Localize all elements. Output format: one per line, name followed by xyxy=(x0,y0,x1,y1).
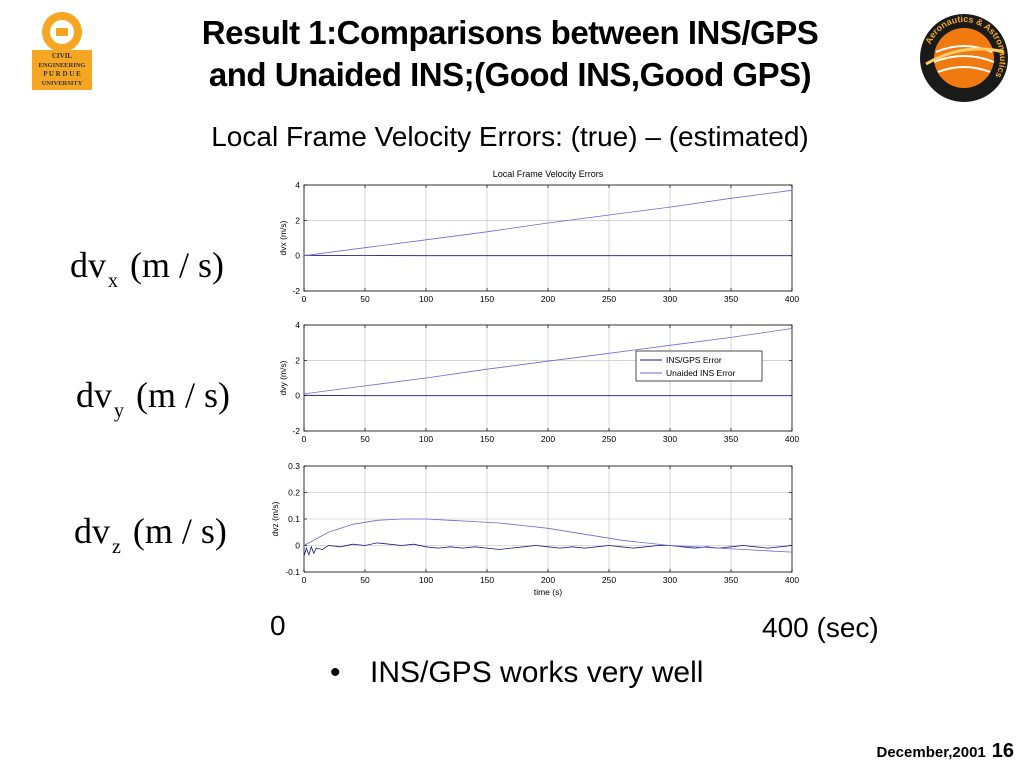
panel-3-ytick-label: 0.3 xyxy=(288,461,300,471)
panel-2-xtick-label: 350 xyxy=(724,434,738,444)
panel-3-xtick-label: 300 xyxy=(663,575,677,585)
panel-1-xtick-label: 150 xyxy=(480,294,494,304)
panel-2-legend-entry: INS/GPS Error xyxy=(666,355,722,365)
orbit-swoosh-icon xyxy=(925,47,1005,66)
panel-1-ytick-label: 0 xyxy=(295,251,300,261)
panel-2-ylabel: dvy (m/s) xyxy=(278,360,288,395)
panel-1-ytick-label: 2 xyxy=(295,215,300,225)
bullet-point: • INS/GPS works very well xyxy=(330,656,703,690)
panel-2-xtick-label: 250 xyxy=(602,434,616,444)
slide-title: Result 1:Comparisons between INS/GPS and… xyxy=(110,12,910,96)
panel-3-xtick-label: 100 xyxy=(419,575,433,585)
bullet-icon: • xyxy=(330,656,341,689)
panel-3-xtick-label: 50 xyxy=(360,575,370,585)
panel-1-xtick-label: 100 xyxy=(419,294,433,304)
footer: December,2001 16 xyxy=(877,740,1015,763)
panel-1-xtick-label: 350 xyxy=(724,294,738,304)
panel-2-ytick-label: 0 xyxy=(295,391,300,401)
panel-3-ytick-label: -0.1 xyxy=(285,567,300,577)
logo-text-civil: CIVIL xyxy=(52,52,73,60)
ylabel-dvz: dv z (m / s) xyxy=(74,510,264,559)
panel-3-ytick-label: 0 xyxy=(295,541,300,551)
ylabel-dvx-unit: (m / s) xyxy=(130,245,224,285)
ylabel-dvx: dv x (m / s) xyxy=(70,244,260,293)
panel-2-ytick-label: 4 xyxy=(295,320,300,330)
panel-2-ytick-label: 2 xyxy=(295,355,300,365)
panel-2-xtick-label: 400 xyxy=(785,434,799,444)
panel-3-xtick-label: 200 xyxy=(541,575,555,585)
globe-icon xyxy=(934,28,994,88)
panel-1-ylabel: dvx (m/s) xyxy=(278,220,288,255)
panel-1-xtick-label: 400 xyxy=(785,294,799,304)
logo-text-engineering: ENGINEERING xyxy=(39,62,86,69)
panel-3-xtick-label: 150 xyxy=(480,575,494,585)
slide-subtitle: Local Frame Velocity Errors: (true) – (e… xyxy=(211,121,809,152)
aeronautics-astronautics-logo: Aeronautics & Astronautics xyxy=(920,14,1008,102)
panel-1-xtick-label: 0 xyxy=(302,294,307,304)
panel-1-series-unaided-ins-error xyxy=(303,189,793,257)
ylabel-dvy: dv y (m / s) xyxy=(76,374,266,423)
panel-3-xtick-label: 0 xyxy=(302,575,307,585)
time-start-label: 0 xyxy=(270,610,286,641)
panel-3-series-unaided-ins-error xyxy=(303,518,793,553)
ylabel-dvz-base: dv xyxy=(74,511,110,551)
ylabel-dvy-sub: y xyxy=(114,400,124,422)
panel-2-ytick-label: -2 xyxy=(292,426,300,436)
title-line-1: Result 1:Comparisons between INS/GPS xyxy=(201,14,819,51)
title-line-2: and Unaided INS;(Good INS,Good GPS) xyxy=(208,56,812,93)
panel-2-xtick-label: 100 xyxy=(419,434,433,444)
page-number: 16 xyxy=(991,740,1014,762)
ylabel-dvy-unit: (m / s) xyxy=(136,375,230,415)
panel-2-xtick-label: 300 xyxy=(663,434,677,444)
panel-1-xtick-label: 200 xyxy=(541,294,555,304)
panel-3-xlabel: time (s) xyxy=(534,587,563,597)
panel-3-ytick-label: 0.2 xyxy=(288,488,300,498)
ylabel-dvz-unit: (m / s) xyxy=(132,511,227,551)
ylabel-dvx-sub: x xyxy=(108,270,118,292)
panel-2-legend-entry: Unaided INS Error xyxy=(666,368,736,378)
time-end-label: 400 (sec) xyxy=(762,612,879,643)
footer-date: December,2001 xyxy=(876,744,986,761)
panel-2-legend-box xyxy=(635,350,763,382)
panel-1-xtick-label: 50 xyxy=(360,294,370,304)
panel-1-title: Local Frame Velocity Errors xyxy=(493,169,604,179)
ylabel-dvz-sub: z xyxy=(112,536,121,558)
logo-banner xyxy=(32,50,92,90)
bullet-text: INS/GPS works very well xyxy=(370,656,704,689)
panel-2-xtick-label: 0 xyxy=(302,434,307,444)
civil-engineering-purdue-logo: CIVIL ENGINEERING P U R D U E UNIVERSITY xyxy=(32,12,92,90)
logo-text-university: UNIVERSITY xyxy=(42,80,83,87)
panel-1-ytick-label: 4 xyxy=(295,180,300,190)
panel-1-ytick-label: -2 xyxy=(292,286,300,296)
panel-2-series-unaided-ins-error xyxy=(303,328,793,395)
panel-1-xtick-label: 250 xyxy=(602,294,616,304)
panel-3-ylabel: dvz (m/s) xyxy=(270,501,280,536)
logo-text-purdue: P U R D U E xyxy=(43,70,81,78)
panel-3-xtick-label: 350 xyxy=(724,575,738,585)
panel-1-xtick-label: 300 xyxy=(663,294,677,304)
panel-2-xtick-label: 50 xyxy=(360,434,370,444)
logo-gear-icon xyxy=(42,12,82,52)
ylabel-dvx-base: dv xyxy=(70,245,106,285)
panel-2-xtick-label: 150 xyxy=(480,434,494,444)
panel-3-xtick-label: 400 xyxy=(785,575,799,585)
ylabel-dvy-base: dv xyxy=(76,375,112,415)
panel-3-ytick-label: 0.1 xyxy=(288,514,300,524)
panel-3-xtick-label: 250 xyxy=(602,575,616,585)
panel-2-xtick-label: 200 xyxy=(541,434,555,444)
